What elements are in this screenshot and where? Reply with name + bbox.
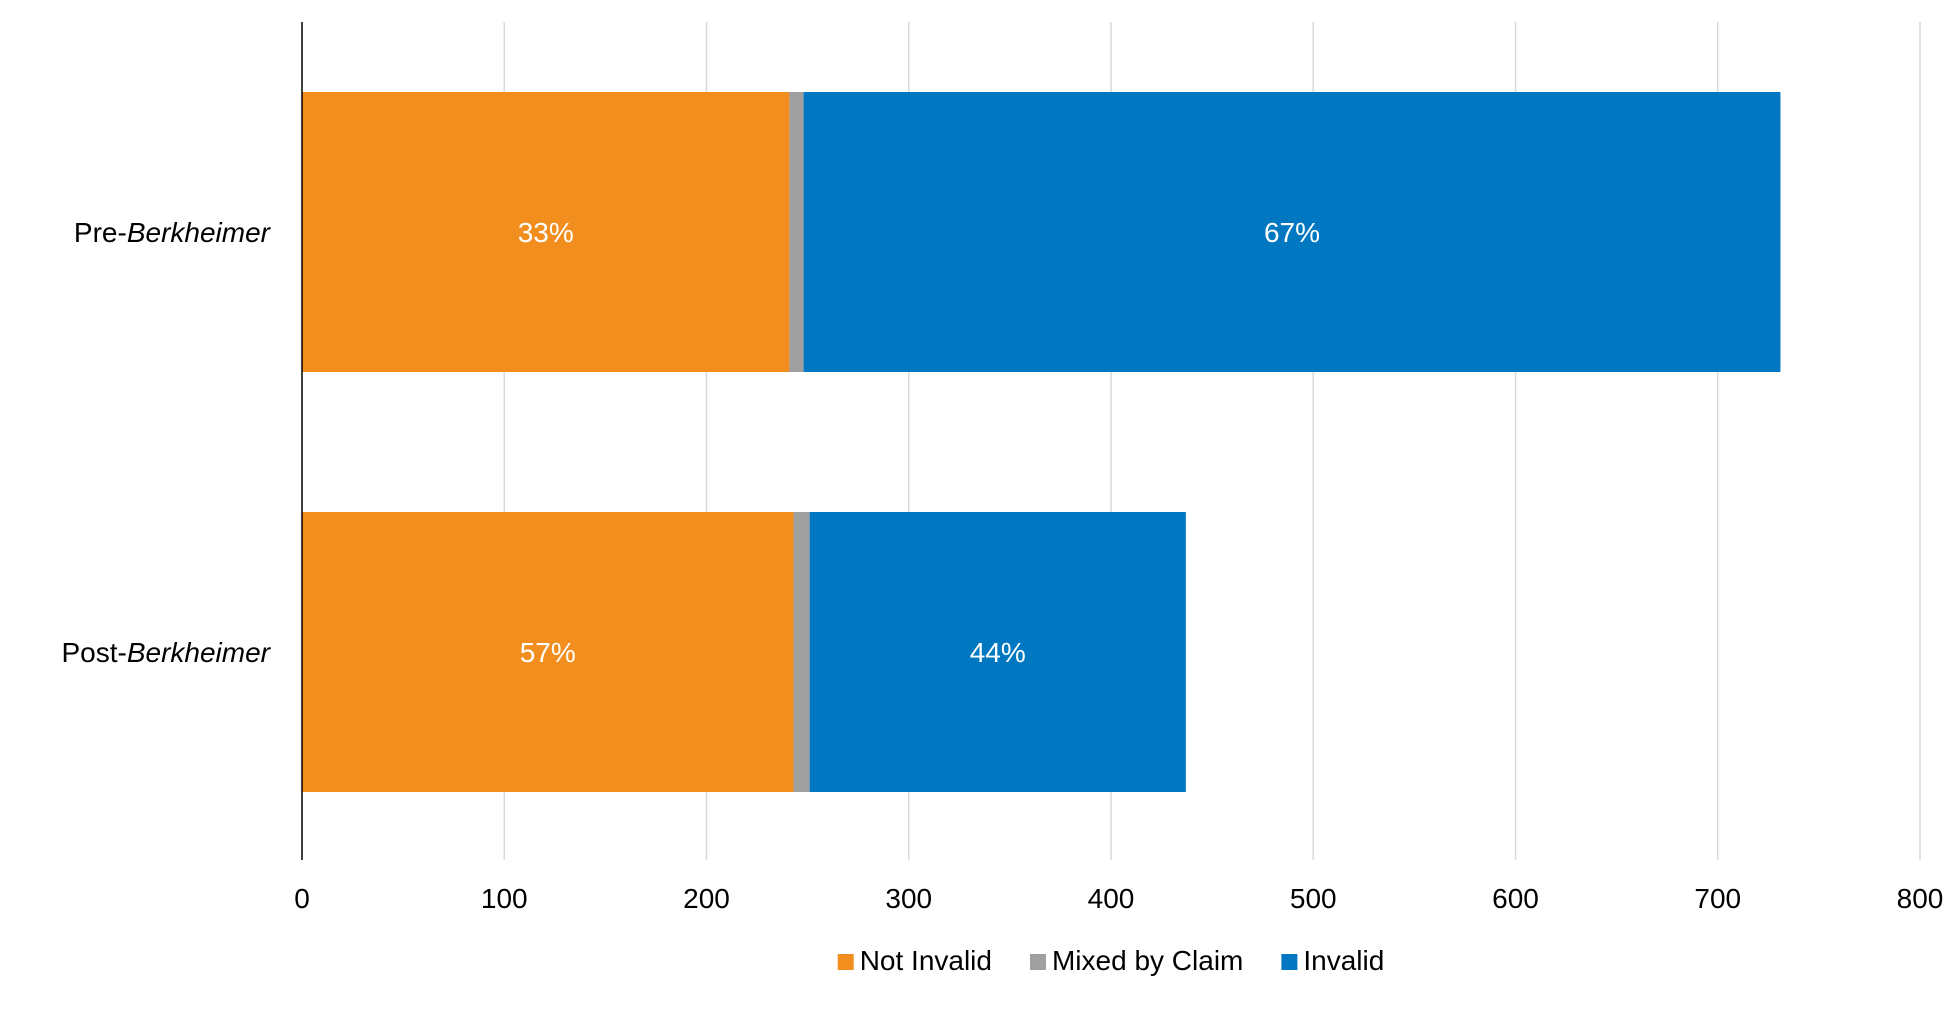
x-tick-label: 500 bbox=[1290, 883, 1337, 914]
bars-layer: 33% 67% 57% 44% bbox=[302, 92, 1780, 792]
category-label: Post-Berkheimer bbox=[61, 637, 271, 668]
data-label: 57% bbox=[520, 637, 576, 668]
category-label-emphasis: Berkheimer bbox=[127, 217, 272, 248]
x-tick-label: 300 bbox=[885, 883, 932, 914]
x-tick-label: 200 bbox=[683, 883, 730, 914]
data-label: 44% bbox=[970, 637, 1026, 668]
legend-label: Invalid bbox=[1303, 945, 1384, 976]
legend-label: Not Invalid bbox=[860, 945, 992, 976]
x-tick-label: 600 bbox=[1492, 883, 1539, 914]
legend-item-not-invalid: Not Invalid bbox=[838, 945, 992, 976]
x-tick-label: 100 bbox=[481, 883, 528, 914]
category-label-prefix: Post- bbox=[61, 637, 126, 668]
x-tick-label: 800 bbox=[1897, 883, 1944, 914]
legend-swatch bbox=[838, 954, 854, 970]
x-tick-label: 700 bbox=[1694, 883, 1741, 914]
legend-label: Mixed by Claim bbox=[1052, 945, 1243, 976]
bar-segment-mixed-by-claim bbox=[793, 512, 809, 792]
legend-item-mixed-by-claim: Mixed by Claim bbox=[1030, 945, 1243, 976]
data-label: 67% bbox=[1264, 217, 1320, 248]
category-label: Pre-Berkheimer bbox=[74, 217, 272, 248]
legend-item-invalid: Invalid bbox=[1281, 945, 1384, 976]
legend: Not Invalid Mixed by Claim Invalid bbox=[838, 945, 1385, 976]
x-tick-label: 400 bbox=[1088, 883, 1135, 914]
category-label-prefix: Pre- bbox=[74, 217, 127, 248]
category-label-emphasis: Berkheimer bbox=[127, 637, 272, 668]
legend-swatch bbox=[1281, 954, 1297, 970]
bar-segment-mixed-by-claim bbox=[789, 92, 803, 372]
x-tick-label: 0 bbox=[294, 883, 310, 914]
data-label: 33% bbox=[518, 217, 574, 248]
legend-swatch bbox=[1030, 954, 1046, 970]
